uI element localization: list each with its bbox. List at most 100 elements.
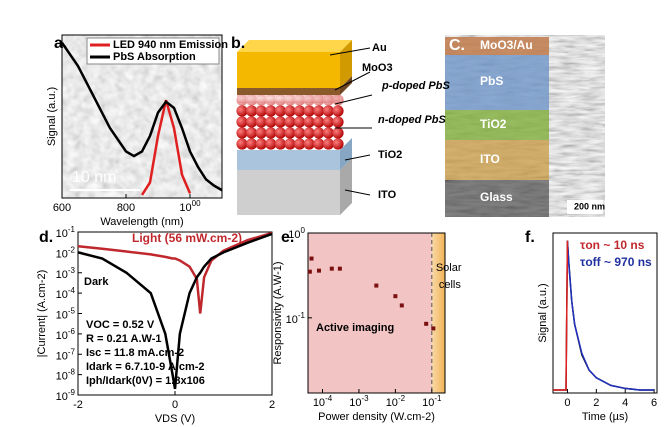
nanocrystal [246,138,258,150]
nanocrystal [255,105,267,117]
series-line [78,232,272,390]
nanocrystal [274,127,286,139]
layer-label: Glass [480,190,513,204]
series-label: Dark [84,276,109,288]
point [307,269,312,274]
annotation: Iph/Idark(0V) = 1.8x106 [86,375,205,387]
y-tick-label: 10-4 [56,286,76,301]
layer-label: TiO2 [480,117,507,131]
y-tick-label: 10-8 [56,368,76,383]
nanocrystal [246,116,258,128]
panel-label: f. [525,229,535,246]
y-axis-label: Signal (a.u.) [537,283,549,342]
point [374,283,379,288]
point [337,266,342,271]
nanocrystal [332,138,344,150]
annotation: Idark = 6.7.10-9 A.cm-2 [86,361,205,373]
y-tick-label: 10-1 [56,225,76,240]
nanocrystal [284,105,296,117]
chart: 0 2 4 6 Time (µs) Signal (a.u.) τon ~ 10 ns τof… [537,232,658,423]
nanocrystal [274,105,286,117]
nanocrystal [255,138,267,150]
pink-layer [237,95,340,103]
region-label: Solar cells [436,262,462,291]
layer-label: MoO3 [362,62,393,74]
x-tick-label: 2 [593,397,599,409]
series-line [62,42,222,192]
point [399,303,404,308]
x-tick-label: 0 [564,397,570,409]
point [329,266,334,271]
chart: -2 0 2 10-9 10-8 10-7 10-6 10-5 10-4 10-3 10-2 10-1… [36,225,275,425]
panel-label: e. [281,229,294,246]
x-tick-label: 6 [651,397,657,409]
x-tick-label: 10-4 [313,394,333,409]
nanocrystal [274,116,286,128]
x-tick-label: 10-3 [349,394,369,409]
chart: Active imaging Solar cells 10-4 10-3 10-2 10-… [272,226,462,423]
nanocrystal [303,138,315,150]
nanocrystal [313,105,325,117]
point [309,256,314,261]
nanocrystal [294,105,306,117]
nanocrystal [332,127,344,139]
x-tick-label: 800 [117,202,135,214]
scale-bar: 200 nm [574,201,605,211]
layer-label: TiO2 [378,149,402,161]
legend-label: PbS Absorption [113,51,196,63]
layer-label: MoO3/Au [480,38,533,52]
point [393,294,398,299]
annotation: τoff ~ 970 ns [580,255,652,269]
y-tick-label: 100 [288,226,305,241]
layer-label: n-doped PbS [378,114,446,126]
nanocrystal [294,116,306,128]
y-axis-label: Signal (a.u.) [46,87,58,146]
annotation: R = 0.21 A.W-1 [86,333,161,345]
region [431,233,445,393]
nanocrystal [265,138,277,150]
nanocrystal [265,105,277,117]
nanocrystal [322,127,334,139]
x-tick-label: 10-2 [386,394,406,409]
annotation: VOC = 0.52 V [86,319,155,331]
chart: 600 800 1000 Wavelength (nm) Signal (a.u.) LE… [46,34,228,228]
device-stack [236,40,373,215]
sem-image [445,35,605,217]
axes-frame [61,34,223,199]
point [316,268,321,273]
annotation: Isc = 11.8 mA.cm-2 [86,347,184,359]
layer-label: PbS [480,74,503,88]
nanocrystal [313,116,325,128]
nanocrystal [332,116,344,128]
axes-frame [307,232,446,394]
layer-label: p-doped PbS [381,80,450,92]
legend-label: LED 940 nm Emission [113,39,228,51]
x-tick-label: 1000 [179,199,201,214]
scale-bar-label: 10 nm [72,169,116,186]
nanocrystal [255,116,267,128]
panel-label: a. [54,35,67,52]
layer-label: Au [372,42,387,54]
nanocrystal [294,127,306,139]
x-axis-label: Power density (W.cm-2) [318,411,435,423]
panel-label: d. [39,229,53,246]
nanocrystal [332,105,344,117]
x-axis-label: VDS (V) [155,413,195,425]
nanocrystal [246,127,258,139]
nanocrystal [303,127,315,139]
nanocrystal [322,138,334,150]
nanocrystal [303,105,315,117]
x-tick-label: 4 [622,397,628,409]
annotation: τon ~ 10 ns [580,238,645,252]
nanocrystal [274,138,286,150]
x-tick-label: 10-1 [422,394,442,409]
y-axis-label: Responsivity (A.W-1) [272,261,284,364]
series-line [553,240,569,391]
panel-label: b. [231,35,245,52]
point [424,321,429,326]
y-tick-label: 10-1 [286,311,306,326]
nanocrystal [265,127,277,139]
nanocrystal [322,116,334,128]
y-tick-label: 10-5 [56,307,76,322]
